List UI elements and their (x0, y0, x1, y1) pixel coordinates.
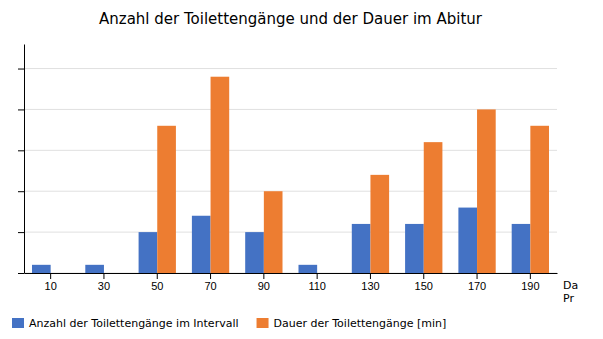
bar (477, 109, 496, 273)
x-tick-mark (423, 273, 424, 279)
legend-item: Anzahl der Toilettengänge im Intervall (12, 317, 239, 330)
x-tick-label: 130 (361, 280, 379, 292)
y-tick (18, 150, 24, 151)
x-tick-mark (263, 273, 264, 279)
bar (192, 216, 211, 273)
y-tick (18, 232, 24, 233)
chart-container: 10 30 50 70 90 110 130 150 170 190 DaPr Anzahl der … (0, 0, 603, 339)
bar (32, 265, 51, 273)
x-tick: 170 (468, 273, 486, 292)
x-tick-label: 190 (521, 280, 539, 292)
y-axis (18, 45, 25, 274)
bar (424, 142, 443, 273)
x-tick-mark (477, 273, 478, 279)
x-tick-label: 170 (468, 280, 486, 292)
bar (245, 232, 264, 273)
x-tick-label: 110 (308, 280, 326, 292)
y-tick-mark (18, 69, 24, 70)
grid (24, 69, 557, 273)
legend: Anzahl der Toilettengänge im Intervall Da… (12, 317, 446, 330)
x-tick: 150 (415, 273, 433, 292)
x-tick-mark (157, 273, 158, 279)
x-tick: 130 (361, 273, 379, 292)
y-tick (18, 109, 24, 110)
x-tick-label: 70 (204, 280, 216, 292)
x-axis-label: DaPr (563, 279, 578, 305)
plot-area: 10 30 50 70 90 110 130 150 170 190 (18, 45, 558, 292)
bar (211, 77, 230, 273)
bar (298, 265, 317, 273)
title: Anzahl der Toilettengänge und der Dauer … (99, 10, 483, 28)
x-axis: 10 30 50 70 90 110 130 150 170 190 (25, 273, 558, 292)
x-tick: 110 (308, 273, 326, 292)
x-tick-mark (317, 273, 318, 279)
x-axis-label-line: Da (563, 279, 578, 292)
legend-label: Dauer der Toilettengänge [min] (274, 317, 447, 330)
y-tick (18, 69, 24, 70)
x-tick: 10 (45, 273, 57, 292)
bar (458, 208, 477, 273)
bar (85, 265, 104, 273)
legend-label: Anzahl der Toilettengänge im Intervall (29, 317, 239, 330)
legend-item: Dauer der Toilettengänge [min] (257, 317, 447, 330)
y-tick-mark (18, 232, 24, 233)
chart-svg: 10 30 50 70 90 110 130 150 170 190 DaPr Anzahl der … (0, 0, 603, 339)
x-axis-label-line: Pr (563, 292, 574, 305)
bar (104, 273, 123, 274)
x-tick-mark (370, 273, 371, 279)
grid-line (24, 68, 557, 69)
x-tick: 50 (151, 273, 163, 292)
x-tick: 30 (98, 273, 110, 292)
x-tick: 190 (521, 273, 539, 292)
x-tick-label: 150 (415, 280, 433, 292)
bar (317, 273, 336, 274)
x-tick-label: 50 (151, 280, 163, 292)
y-tick (18, 273, 24, 274)
y-tick-mark (18, 109, 24, 110)
bar-series (157, 77, 549, 273)
x-tick-label: 30 (98, 280, 110, 292)
bar (264, 191, 283, 273)
y-tick-mark (18, 150, 24, 151)
x-tick-mark (210, 273, 211, 279)
y-tick (18, 191, 24, 192)
x-tick-label: 10 (45, 280, 57, 292)
x-tick: 70 (204, 273, 216, 292)
y-tick-mark (18, 273, 24, 274)
x-tick-label: 90 (258, 280, 270, 292)
x-tick: 90 (258, 273, 270, 292)
bar (352, 224, 371, 273)
x-tick-mark (103, 273, 104, 279)
bar (512, 224, 531, 273)
bar (51, 273, 70, 274)
y-tick-mark (18, 191, 24, 192)
legend-swatch (257, 318, 269, 328)
bar (405, 224, 424, 273)
bar (139, 232, 158, 273)
bar (370, 175, 389, 273)
x-tick-mark (50, 273, 51, 279)
bar (530, 126, 549, 273)
bars (32, 77, 549, 273)
x-tick-mark (530, 273, 531, 279)
bar (157, 126, 176, 273)
y-axis-line (24, 45, 25, 274)
legend-swatch (12, 318, 24, 328)
